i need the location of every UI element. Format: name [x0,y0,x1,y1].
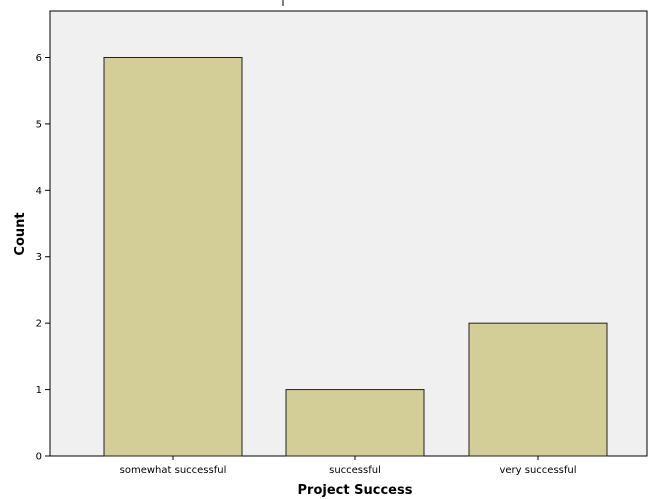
y-tick-label: 1 [36,385,42,396]
bar-successful [285,389,425,457]
y-tick-label: 5 [36,119,42,130]
y-tick-label: 3 [36,252,42,263]
y-axis: 0 1 2 3 4 5 6 [36,53,50,463]
bar-somewhat-successful [103,56,243,457]
x-tick-label: successful [329,465,381,476]
x-axis: somewhat successful successful very succes… [120,456,577,476]
y-tick-label: 2 [36,319,42,330]
bar-very-successful [468,322,608,457]
y-tick-label: 0 [36,452,42,463]
bars-group [103,56,608,457]
x-axis-title: Project Success [298,483,413,498]
y-tick-label: 4 [36,186,42,197]
y-tick-label: 6 [36,53,42,64]
x-tick-label: somewhat successful [120,465,227,476]
y-axis-title: Count [13,212,28,255]
x-tick-label: very successful [499,465,576,476]
